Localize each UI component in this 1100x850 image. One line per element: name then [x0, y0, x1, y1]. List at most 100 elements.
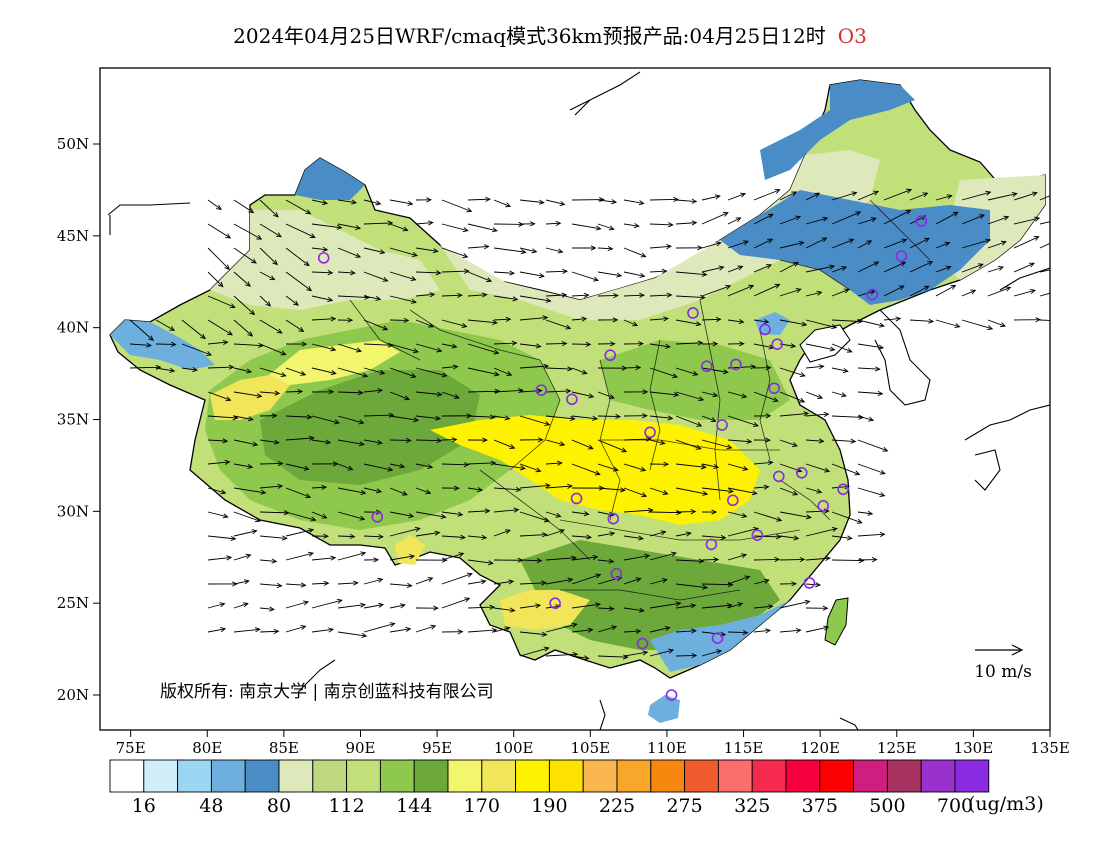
wind-vector [311, 270, 334, 276]
lon-tick-label: 130E [954, 739, 994, 757]
wind-vector [805, 290, 823, 297]
station-marker [566, 393, 578, 406]
wind-vector [857, 217, 877, 225]
wind-vector [285, 511, 317, 522]
wind-vector [493, 529, 512, 537]
wind-vector [259, 439, 280, 445]
wind-vector [233, 367, 253, 374]
station-marker [895, 250, 908, 262]
wind-vector [805, 391, 824, 400]
wind-vector [649, 439, 666, 446]
station-marker [751, 529, 764, 542]
wind-vector [909, 192, 929, 201]
station-marker [687, 307, 699, 319]
wind-vector [389, 487, 408, 496]
lon-tick-label: 105E [571, 739, 611, 757]
wind-vector [831, 191, 858, 201]
wind-vector [597, 391, 615, 399]
wind-vector [311, 223, 343, 230]
colorbar-swatch [109, 759, 145, 793]
wind-vector [207, 199, 222, 211]
wind-vector [753, 460, 774, 466]
colorbar-swatch [819, 759, 855, 793]
longitude-axis: 75E 80E 85E 90E 95E 100E 105E 110E 115E 120E 125E 1… [116, 730, 1070, 757]
wind-vector [675, 245, 703, 251]
wind-vector [155, 319, 176, 331]
wind-vector [519, 415, 551, 426]
wind-vector [753, 188, 781, 201]
colorbar-swatch [210, 759, 246, 793]
wind-vector [883, 285, 905, 297]
wind-vector [701, 212, 729, 225]
southeast-asia-outline [299, 659, 859, 730]
wind-vector [909, 318, 935, 324]
wind-vector [337, 270, 356, 276]
colorbar-swatch [177, 759, 212, 793]
wind-vector [727, 265, 744, 273]
wind-vector [779, 191, 798, 201]
wind-vector [779, 627, 802, 634]
wind-vector [493, 607, 516, 613]
lon-tick-label: 125E [877, 739, 917, 757]
wind-vector [259, 483, 284, 489]
wind-vector [805, 555, 831, 562]
wind-vector [233, 579, 250, 585]
wind-vector [519, 463, 542, 473]
colorbar-swatch [650, 759, 686, 793]
wind-vector [883, 316, 902, 322]
wind-vector [363, 367, 386, 375]
wind-vector [285, 199, 312, 215]
wind-vector [727, 284, 755, 297]
station-marker-layer [317, 215, 928, 701]
title-text: 2024年04月25日WRF/cmaq模式36km预报产品:04月25日12时 [233, 24, 826, 48]
yellow-central-china [430, 415, 760, 525]
wind-vector [597, 463, 619, 472]
wind-vector [779, 262, 799, 273]
wind-vector [285, 388, 304, 395]
wind-vector [363, 439, 383, 445]
wind-vector [649, 509, 682, 516]
station-marker [317, 252, 330, 264]
wind-vector [493, 367, 513, 376]
wind-vector [233, 271, 251, 287]
wind-vector [363, 220, 394, 226]
wind-vector [701, 284, 732, 297]
wind-vector [233, 223, 263, 240]
wind-vector [935, 265, 952, 273]
wind-vector [675, 439, 702, 450]
wind-vector [909, 285, 930, 297]
wind-vector [285, 367, 307, 376]
wind-vector [545, 268, 569, 274]
wind-vector [857, 240, 873, 249]
wind-vector [415, 624, 437, 633]
blue-beijing-spot [755, 312, 790, 335]
wind-vector [753, 578, 770, 585]
wind-vector [571, 554, 599, 561]
wind-vector [415, 577, 434, 585]
colorbar-swatch [920, 759, 956, 793]
colorbar-label: 375 [802, 795, 838, 817]
wind-vector [597, 341, 616, 347]
wind-vector [415, 557, 448, 563]
wind-vector [545, 439, 566, 447]
wind-vector [961, 190, 992, 201]
lon-tick-label: 115E [724, 739, 764, 757]
wind-vector [337, 367, 369, 378]
wind-vector [727, 391, 748, 399]
wind-vector [311, 295, 334, 303]
wind-vector [311, 580, 330, 586]
wind-vector [935, 194, 953, 201]
wind-vector [623, 628, 642, 634]
colorbar-swatch [143, 759, 179, 793]
wind-vector [415, 247, 439, 254]
wind-vector [597, 439, 628, 453]
wind-vector [623, 223, 640, 229]
wind-vector [987, 265, 1005, 273]
wind-vector [571, 223, 602, 231]
wind-vector [623, 463, 647, 472]
wind-vector [519, 511, 550, 523]
wind-vector [337, 631, 368, 639]
wind-vector [623, 507, 654, 513]
lat-tick-label: 35N [57, 411, 89, 429]
wind-vector [363, 602, 385, 609]
